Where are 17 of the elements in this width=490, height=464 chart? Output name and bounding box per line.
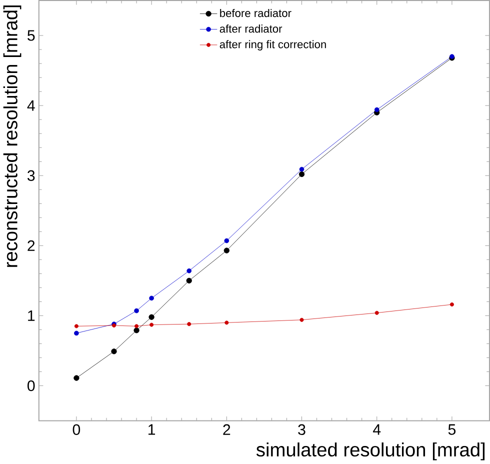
- x-tick-label: 4: [372, 424, 381, 435]
- x-tick-label: 5: [448, 424, 456, 436]
- legend-label: after ring fit correction: [220, 40, 326, 51]
- legend-label: after radiator: [220, 24, 282, 33]
- y-tick-label: 1: [28, 310, 35, 322]
- y-tick-label: 0: [28, 380, 35, 392]
- x-tick-label: 2: [223, 424, 230, 436]
- x-tick-label: 0: [72, 424, 80, 436]
- y-tick-label: 2: [28, 240, 35, 252]
- x-tick-label: 1: [148, 424, 156, 435]
- y-tick-label: 4: [27, 100, 35, 111]
- x-axis-title: simulated resolution [mrad]: [256, 442, 485, 460]
- x-tick-label: 3: [298, 424, 306, 436]
- y-tick-label: 3: [27, 170, 35, 182]
- legend-label: before radiator: [220, 9, 292, 18]
- y-tick-label: 5: [28, 30, 35, 41]
- y-axis-title: reconstructed resolution [mrad]: [3, 6, 22, 268]
